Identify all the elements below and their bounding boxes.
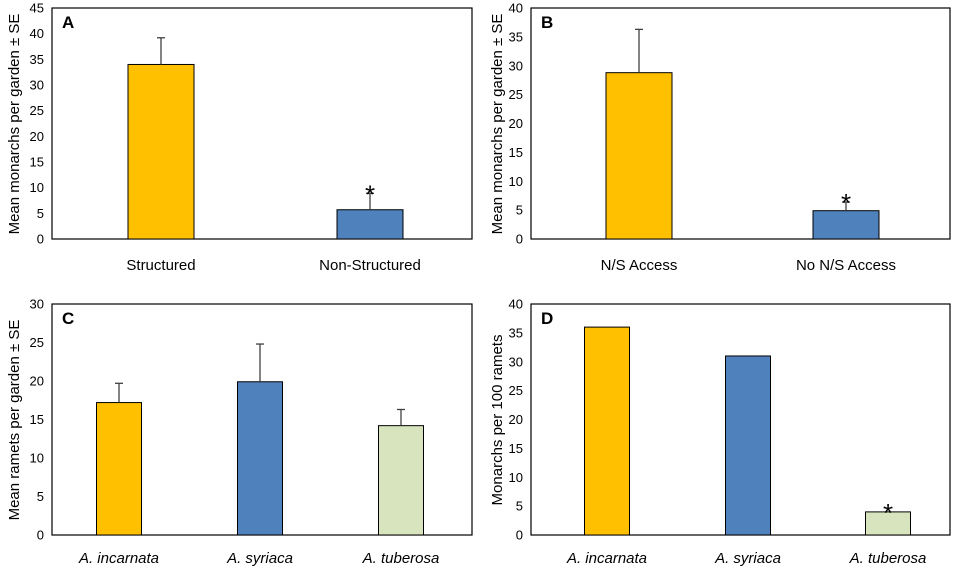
y-tick-label: 25 <box>30 103 44 118</box>
y-tick-label: 10 <box>30 180 44 195</box>
y-tick-label: 15 <box>30 155 44 170</box>
y-tick-label: 30 <box>509 58 523 73</box>
y-tick-label: 40 <box>509 1 523 16</box>
y-tick-label: 30 <box>30 78 44 93</box>
y-tick-label: 20 <box>30 374 44 389</box>
bar-0 <box>127 63 195 240</box>
y-tick-label: 45 <box>30 1 44 16</box>
significance-asterisk: * <box>883 498 893 528</box>
y-tick-label: 5 <box>37 206 44 221</box>
bar-1 <box>336 209 404 240</box>
significance-asterisk: * <box>365 179 375 209</box>
panel-letter: D <box>541 309 553 328</box>
y-tick-label: 10 <box>30 451 44 466</box>
bar-2 <box>378 425 424 536</box>
x-category-label: A. incarnata <box>78 550 159 567</box>
y-tick-label: 25 <box>509 87 523 102</box>
plot-frame <box>51 7 473 240</box>
y-axis-label: Mean ramets per garden ± SE <box>6 320 23 521</box>
panel-letter: A <box>62 13 74 32</box>
bar-0 <box>605 72 673 240</box>
y-tick-label: 5 <box>516 499 523 514</box>
panel-c: C 0 5 10 15 20 25 30 Mean ramets per garden ± SE… <box>6 297 473 567</box>
y-tick-label: 10 <box>509 174 523 189</box>
y-tick-label: 10 <box>509 470 523 485</box>
bar-1 <box>725 355 771 536</box>
y-tick-label: 35 <box>509 325 523 340</box>
y-tick-label: 0 <box>37 528 44 543</box>
x-category-label: No N/S Access <box>796 257 896 274</box>
x-category-label: A. tuberosa <box>849 550 927 567</box>
y-tick-label: 40 <box>30 26 44 41</box>
y-tick-label: 15 <box>509 145 523 160</box>
y-tick-label: 30 <box>509 354 523 369</box>
y-tick-label: 20 <box>30 129 44 144</box>
x-category-label: A. incarnata <box>566 550 647 567</box>
x-category-label: N/S Access <box>601 257 678 274</box>
x-category-label: Structured <box>126 257 195 274</box>
y-tick-label: 5 <box>516 203 523 218</box>
y-tick-label: 35 <box>30 52 44 67</box>
bar-1 <box>237 381 283 536</box>
y-tick-label: 0 <box>516 232 523 247</box>
panel-letter: B <box>541 13 553 32</box>
bar-2 <box>865 511 911 536</box>
y-tick-label: 25 <box>509 383 523 398</box>
bar-0 <box>96 402 142 536</box>
bar-0 <box>584 326 630 536</box>
plot-frame <box>530 7 951 240</box>
y-tick-label: 0 <box>37 232 44 247</box>
y-axis-label: Mean monarchs per garden ± SE <box>6 14 23 235</box>
y-tick-label: 20 <box>509 412 523 427</box>
y-tick-label: 0 <box>516 528 523 543</box>
bar-1 <box>812 210 880 240</box>
y-tick-label: 20 <box>509 116 523 131</box>
panel-d: D 0 5 10 15 20 25 30 35 40 Monarchs per 100 ramets… <box>489 297 951 567</box>
y-tick-label: 5 <box>37 489 44 504</box>
x-category-label: A. syriaca <box>714 550 781 567</box>
panel-a: A 0 5 10 15 20 25 30 35 40 45 Mean monarchs per gar… <box>6 1 473 274</box>
y-axis-label: Mean monarchs per garden ± SE <box>489 14 506 235</box>
x-category-label: Non-Structured <box>319 257 421 274</box>
y-tick-label: 15 <box>30 412 44 427</box>
panel-letter: C <box>62 309 74 328</box>
y-tick-label: 40 <box>509 297 523 312</box>
y-axis-label: Monarchs per 100 ramets <box>489 335 506 506</box>
y-tick-label: 25 <box>30 335 44 350</box>
significance-asterisk: * <box>841 188 851 218</box>
y-tick-label: 30 <box>30 297 44 312</box>
y-tick-label: 35 <box>509 29 523 44</box>
x-category-label: A. syriaca <box>226 550 293 567</box>
x-category-label: A. tuberosa <box>362 550 440 567</box>
y-tick-label: 15 <box>509 441 523 456</box>
